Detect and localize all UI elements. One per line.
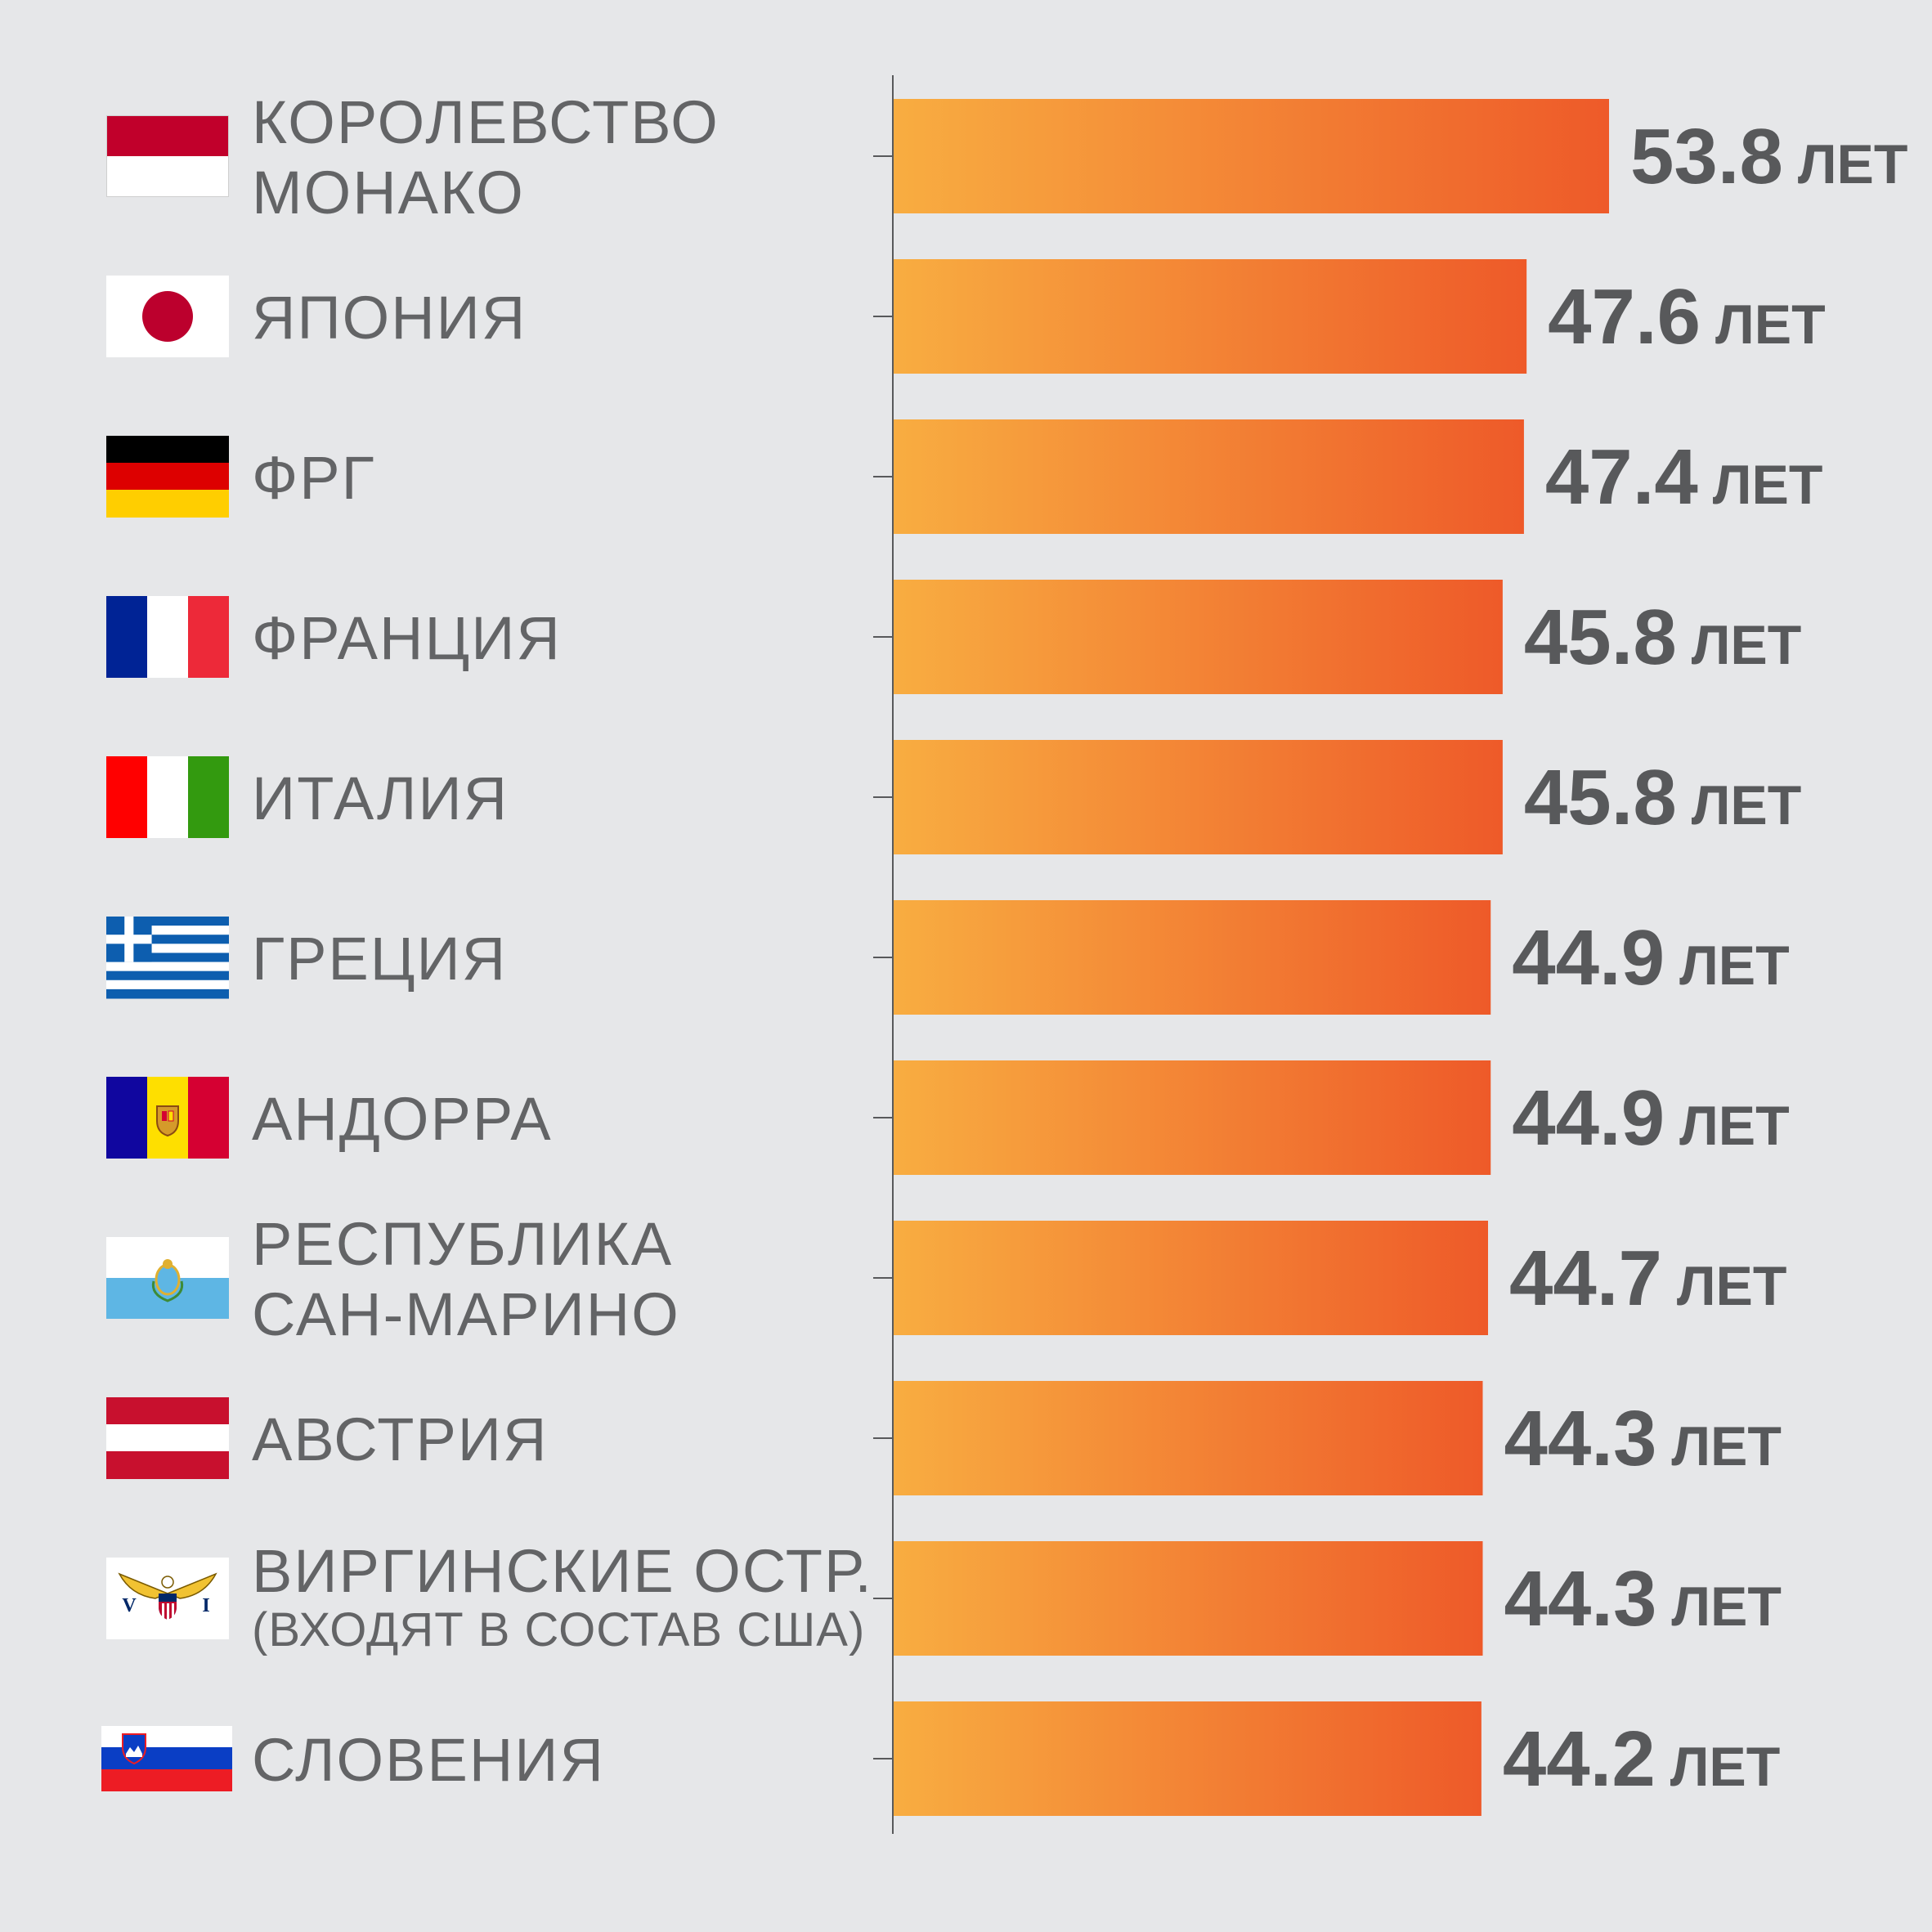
svg-text:V: V xyxy=(122,1595,137,1616)
bar-row: АВСТРИЯ 44.3 ЛЕТ xyxy=(106,1381,1782,1495)
bar xyxy=(894,1060,1491,1175)
value-label: 53.8 ЛЕТ xyxy=(1630,113,1907,200)
bar xyxy=(894,1541,1483,1656)
value-label: 44.3 ЛЕТ xyxy=(1504,1555,1781,1643)
country-label: ФРГ xyxy=(252,444,376,512)
bar xyxy=(894,900,1491,1015)
bar-row: ГРЕЦИЯ 44.9 ЛЕТ xyxy=(106,900,1790,1015)
country-label: ФРАНЦИЯ xyxy=(252,604,562,672)
bar xyxy=(894,419,1524,534)
value-label: 45.8 ЛЕТ xyxy=(1524,594,1801,681)
country-label: РЕСПУБЛИКА xyxy=(252,1210,673,1278)
country-label: ГРЕЦИЯ xyxy=(252,925,507,993)
country-label: СЛОВЕНИЯ xyxy=(252,1726,605,1794)
germany-flag-icon xyxy=(106,436,229,518)
bar xyxy=(894,740,1503,854)
country-label: ИТАЛИЯ xyxy=(252,764,509,832)
bar xyxy=(894,1701,1481,1816)
value-label: 44.9 ЛЕТ xyxy=(1512,1074,1789,1162)
value-label: 44.9 ЛЕТ xyxy=(1512,914,1789,1002)
value-label: 45.8 ЛЕТ xyxy=(1524,754,1801,841)
bar-row: ИТАЛИЯ 45.8 ЛЕТ xyxy=(106,740,1801,854)
bar-row: ЯПОНИЯ 47.6 ЛЕТ xyxy=(106,259,1826,374)
country-label: ЯПОНИЯ xyxy=(252,284,527,352)
country-label: ВИРГИНСКИЕ ОСТР. xyxy=(252,1537,873,1605)
monaco-flag-icon xyxy=(106,115,229,197)
bar-row: ФРАНЦИЯ 45.8 ЛЕТ xyxy=(106,580,1801,694)
austria-flag-icon xyxy=(106,1397,229,1479)
bar xyxy=(894,99,1609,213)
san-marino-flag-icon xyxy=(106,1237,229,1319)
value-label: 47.6 ЛЕТ xyxy=(1548,273,1825,361)
japan-flag-icon xyxy=(106,276,229,357)
bar xyxy=(894,1381,1483,1495)
bar-row: АНДОРРА 44.9 ЛЕТ xyxy=(106,1060,1790,1175)
country-label: АВСТРИЯ xyxy=(252,1405,548,1473)
bar xyxy=(894,259,1527,374)
bar-row: СЛОВЕНИЯ 44.2 ЛЕТ xyxy=(101,1701,1780,1816)
country-label: МОНАКО xyxy=(252,159,525,226)
value-label: 44.7 ЛЕТ xyxy=(1509,1235,1786,1322)
france-flag-icon xyxy=(106,596,229,678)
country-label: САН-МАРИНО xyxy=(252,1280,680,1348)
country-sublabel: (ВХОДЯТ В СОСТАВ США) xyxy=(252,1603,865,1656)
italy-flag-icon xyxy=(106,756,229,838)
andorra-flag-icon xyxy=(106,1077,229,1159)
bar-row: ФРГ 47.4 ЛЕТ xyxy=(106,419,1822,534)
country-label: АНДОРРА xyxy=(252,1085,553,1153)
country-label: КОРОЛЕВСТВО xyxy=(252,88,719,156)
greece-flag-icon xyxy=(106,917,229,999)
value-label: 47.4 ЛЕТ xyxy=(1545,433,1822,521)
value-label: 44.2 ЛЕТ xyxy=(1503,1715,1780,1803)
value-label: 44.3 ЛЕТ xyxy=(1504,1395,1781,1482)
bar xyxy=(894,580,1503,694)
bar xyxy=(894,1221,1488,1335)
svg-text:I: I xyxy=(202,1595,209,1616)
slovenia-flag-icon xyxy=(101,1726,232,1791)
